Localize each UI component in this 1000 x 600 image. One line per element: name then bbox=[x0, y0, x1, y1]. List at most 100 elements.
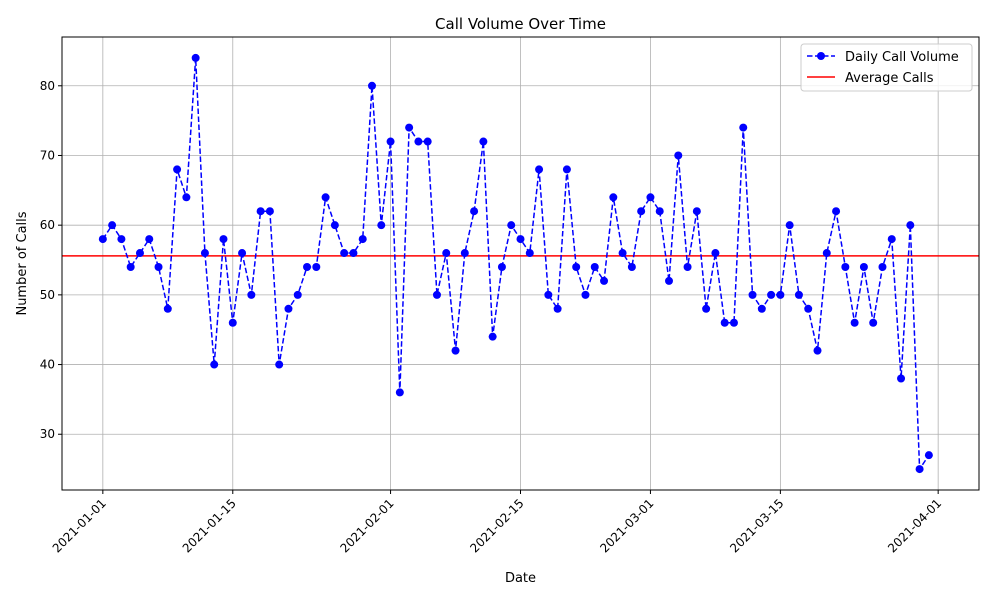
data-point bbox=[117, 235, 126, 244]
x-tick-label: 2021-01-15 bbox=[180, 496, 239, 555]
data-point bbox=[553, 304, 562, 313]
y-tick-label: 80 bbox=[40, 79, 55, 93]
data-point bbox=[405, 123, 414, 132]
y-tick-label: 50 bbox=[40, 288, 55, 302]
data-point bbox=[794, 290, 803, 299]
data-point bbox=[98, 235, 107, 244]
data-point bbox=[228, 318, 237, 327]
data-point bbox=[627, 262, 636, 271]
data-point bbox=[581, 290, 590, 299]
data-point bbox=[497, 262, 506, 271]
data-point bbox=[859, 262, 868, 271]
data-point bbox=[200, 249, 209, 258]
y-tick-label: 40 bbox=[40, 358, 55, 372]
data-point bbox=[525, 249, 534, 258]
data-point bbox=[665, 276, 674, 285]
data-point bbox=[386, 137, 395, 146]
data-point bbox=[312, 262, 321, 271]
data-point bbox=[767, 290, 776, 299]
x-tick-label: 2021-02-01 bbox=[337, 496, 396, 555]
data-point bbox=[544, 290, 553, 299]
data-point bbox=[432, 290, 441, 299]
data-point bbox=[609, 193, 618, 202]
y-tick-label: 70 bbox=[40, 148, 55, 162]
data-point bbox=[878, 262, 887, 271]
data-point bbox=[897, 374, 906, 383]
data-point bbox=[108, 221, 117, 230]
data-point bbox=[414, 137, 423, 146]
data-point bbox=[460, 249, 469, 258]
data-point bbox=[915, 465, 924, 474]
data-point bbox=[813, 346, 822, 355]
y-axis-label: Number of Calls bbox=[15, 211, 30, 315]
data-point bbox=[590, 262, 599, 271]
data-point bbox=[674, 151, 683, 160]
data-point bbox=[488, 332, 497, 341]
data-point bbox=[145, 235, 154, 244]
data-point bbox=[377, 221, 386, 230]
data-point bbox=[841, 262, 850, 271]
data-point bbox=[182, 193, 191, 202]
data-point bbox=[600, 276, 609, 285]
data-point bbox=[711, 249, 720, 258]
data-point bbox=[757, 304, 766, 313]
data-point bbox=[906, 221, 915, 230]
data-point bbox=[163, 304, 172, 313]
data-point bbox=[451, 346, 460, 355]
data-point bbox=[720, 318, 729, 327]
data-point bbox=[924, 451, 933, 460]
data-point bbox=[173, 165, 182, 174]
data-point bbox=[776, 290, 785, 299]
y-tick-label: 30 bbox=[40, 427, 55, 441]
data-point bbox=[535, 165, 544, 174]
legend-label-daily-call-volume: Daily Call Volume bbox=[845, 50, 959, 65]
data-point bbox=[887, 235, 896, 244]
y-axis-ticks: 30 40 50 60 70 80 bbox=[40, 79, 62, 441]
data-point bbox=[702, 304, 711, 313]
y-tick-label: 60 bbox=[40, 218, 55, 232]
data-point bbox=[247, 290, 256, 299]
data-point bbox=[303, 262, 312, 271]
data-point bbox=[293, 290, 302, 299]
x-tick-label: 2021-03-01 bbox=[597, 496, 656, 555]
data-point bbox=[729, 318, 738, 327]
chart-title: Call Volume Over Time bbox=[435, 15, 606, 33]
data-point bbox=[479, 137, 488, 146]
data-point bbox=[238, 249, 247, 258]
data-point bbox=[256, 207, 265, 216]
data-point bbox=[470, 207, 479, 216]
data-point bbox=[739, 123, 748, 132]
x-tick-label: 2021-03-15 bbox=[727, 496, 786, 555]
data-point bbox=[785, 221, 794, 230]
data-point bbox=[822, 249, 831, 258]
data-point bbox=[646, 193, 655, 202]
x-tick-label: 2021-04-01 bbox=[885, 496, 944, 555]
data-point bbox=[210, 360, 219, 369]
data-point bbox=[367, 81, 376, 90]
series bbox=[98, 53, 933, 474]
data-point bbox=[442, 249, 451, 258]
data-point bbox=[275, 360, 284, 369]
data-point bbox=[850, 318, 859, 327]
legend-box bbox=[800, 43, 973, 92]
data-point bbox=[330, 221, 339, 230]
data-point bbox=[358, 235, 367, 244]
legend-marker-daily-call-volume bbox=[817, 52, 825, 60]
data-point bbox=[683, 262, 692, 271]
data-point bbox=[321, 193, 330, 202]
data-point bbox=[618, 249, 627, 258]
data-point bbox=[191, 53, 200, 62]
data-point bbox=[135, 249, 144, 258]
legend: Daily Call Volume Average Calls bbox=[800, 43, 973, 92]
x-axis-label: Date bbox=[505, 571, 536, 586]
data-point bbox=[832, 207, 841, 216]
data-point bbox=[423, 137, 432, 146]
data-point bbox=[516, 235, 525, 244]
data-point bbox=[340, 249, 349, 258]
data-point bbox=[572, 262, 581, 271]
data-point bbox=[265, 207, 274, 216]
data-point bbox=[748, 290, 757, 299]
data-point bbox=[562, 165, 571, 174]
data-point bbox=[692, 207, 701, 216]
